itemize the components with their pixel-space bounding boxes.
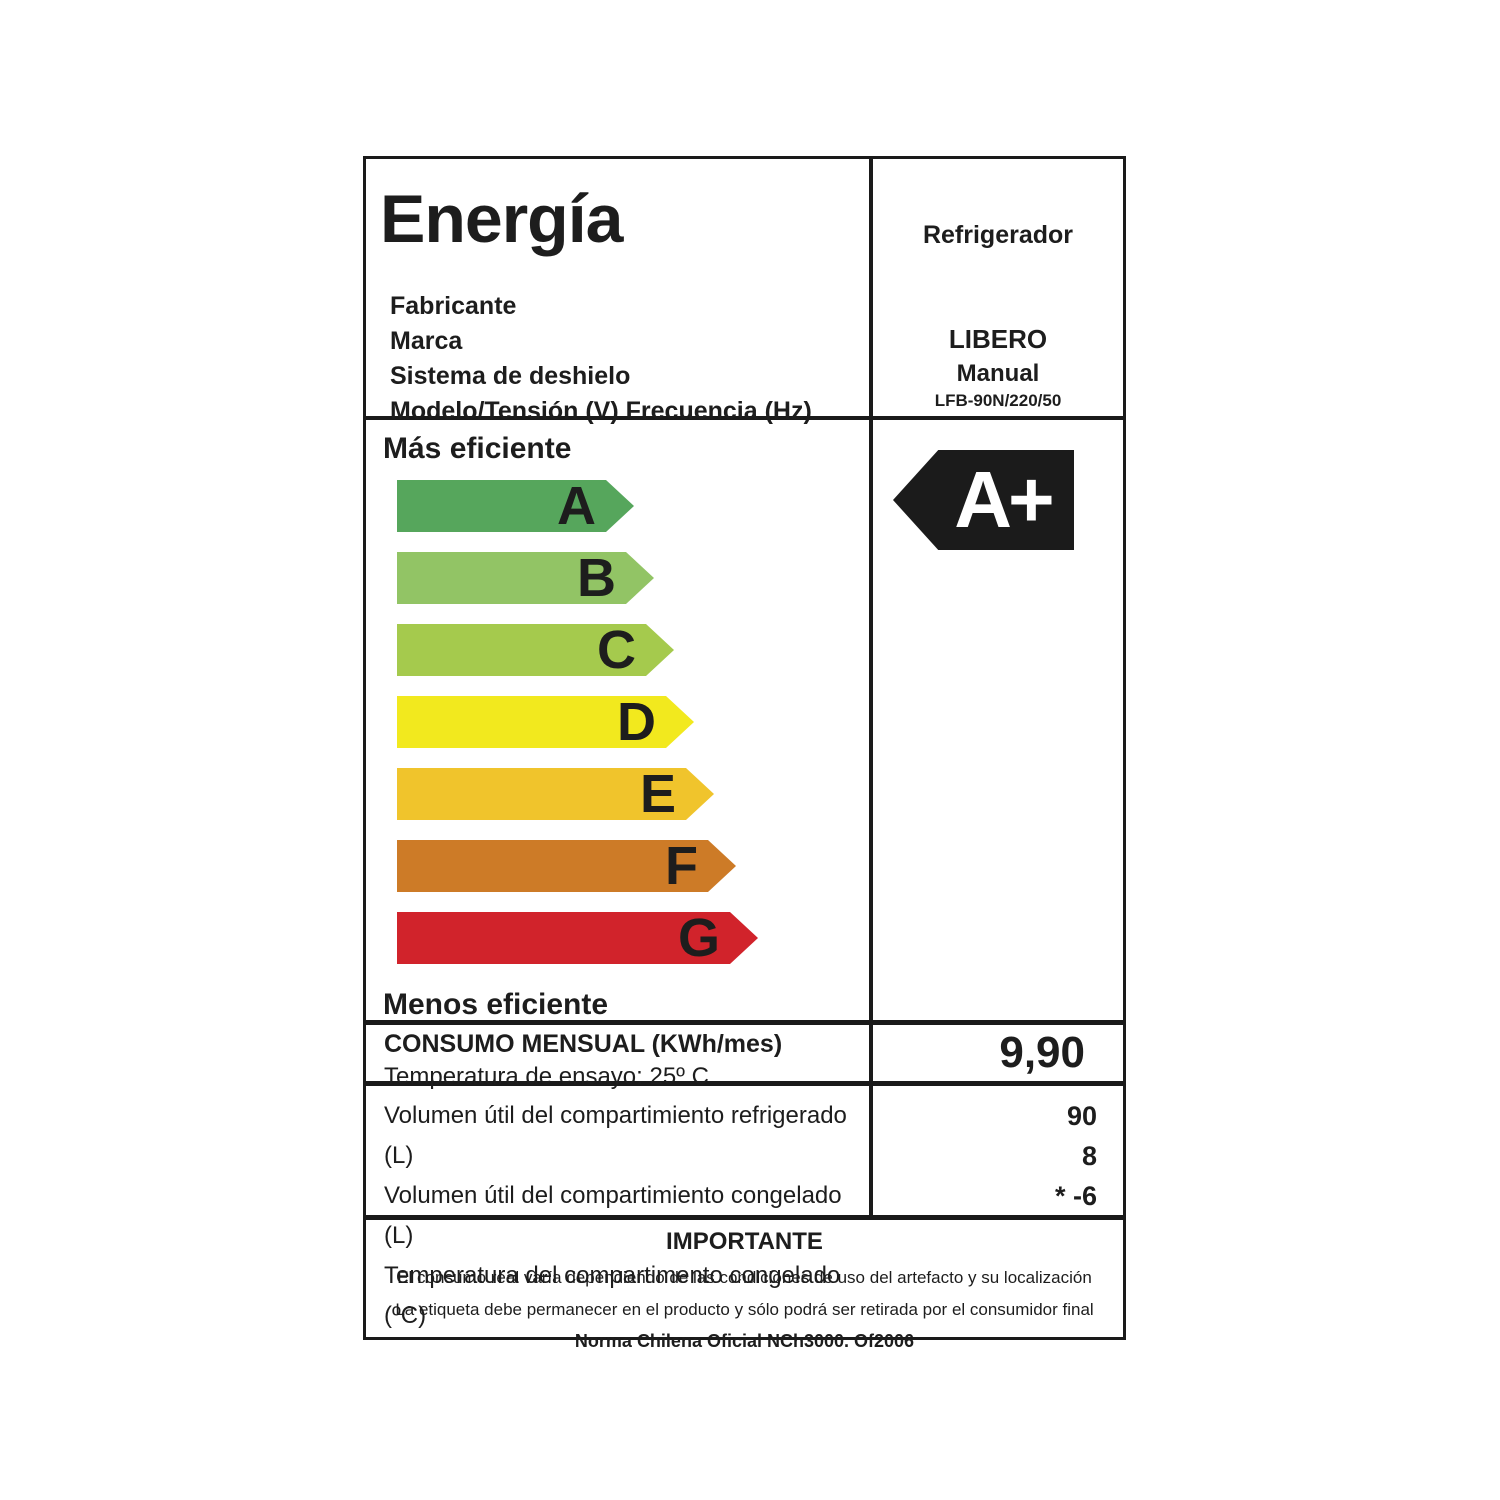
field-marca: Marca bbox=[390, 327, 463, 355]
efficiency-scale-section: Más eficiente A B C D E F G Menos eficie… bbox=[366, 420, 1123, 1025]
important-note-2: La etiqueta debe permanecer en el produc… bbox=[395, 1300, 1094, 1319]
consumption-section: CONSUMO MENSUAL (KWh/mes) Temperatura de… bbox=[366, 1025, 1123, 1090]
consumption-sub-label: Temperatura de ensayo: 25º C bbox=[384, 1063, 709, 1090]
efficiency-arrow-d: D bbox=[397, 696, 694, 748]
details-right: 90 8 * -6 bbox=[873, 1086, 1123, 1215]
efficiency-arrow-c: C bbox=[397, 624, 674, 676]
label-title: Energía bbox=[380, 181, 623, 257]
scale-right: A+ bbox=[873, 420, 1123, 1020]
header-left: Energía Fabricante Marca Sistema de desh… bbox=[366, 159, 873, 425]
detail-label-congelado: Volumen útil del compartimiento congelad… bbox=[384, 1182, 842, 1249]
model-value: LFB-90N/220/50 bbox=[934, 391, 1062, 410]
efficiency-arrow-e: E bbox=[397, 768, 714, 820]
details-section: Volumen útil del compartimiento refriger… bbox=[366, 1086, 1123, 1329]
consumption-right: 9,90 bbox=[873, 1025, 1123, 1081]
important-title: IMPORTANTE bbox=[666, 1228, 823, 1255]
rating-badge: A+ bbox=[893, 450, 1074, 550]
less-efficient-label: Menos eficiente bbox=[383, 988, 609, 1021]
consumption-label: CONSUMO MENSUAL (KWh/mes) bbox=[384, 1030, 783, 1058]
field-fabricante: Fabricante bbox=[390, 292, 517, 320]
header-section: Energía Fabricante Marca Sistema de desh… bbox=[366, 159, 1123, 425]
consumption-left: CONSUMO MENSUAL (KWh/mes) Temperatura de… bbox=[366, 1025, 873, 1090]
detail-label-refrigerado: Volumen útil del compartimiento refriger… bbox=[384, 1102, 847, 1169]
defrost-value: Manual bbox=[956, 360, 1040, 387]
consumption-value: 9,90 bbox=[999, 1028, 1085, 1077]
detail-value-refrigerado: 90 bbox=[1066, 1101, 1097, 1131]
product-type: Refrigerador bbox=[922, 221, 1074, 249]
header-fields: Fabricante Marca Sistema de deshielo Mod… bbox=[390, 289, 869, 429]
efficiency-arrow-b: B bbox=[397, 552, 654, 604]
energy-label: Energía Fabricante Marca Sistema de desh… bbox=[363, 156, 1126, 1351]
efficiency-arrow-g: G bbox=[397, 912, 758, 964]
detail-value-congelado: 8 bbox=[1081, 1141, 1097, 1171]
important-note-1: El consumo real varía dependiendo de las… bbox=[397, 1268, 1092, 1287]
brand-value: LIBERO bbox=[948, 324, 1048, 354]
header-right: Refrigerador LIBERO Manual LFB-90N/220/5… bbox=[873, 159, 1123, 416]
details-left: Volumen útil del compartimiento refriger… bbox=[366, 1086, 873, 1329]
efficiency-arrows: A B C D E F G bbox=[397, 480, 869, 964]
field-modelo: Modelo/Tensión (V) Frecuencia (Hz) bbox=[390, 397, 812, 425]
efficiency-arrow-f: F bbox=[397, 840, 736, 892]
detail-value-temperatura: * -6 bbox=[1054, 1181, 1097, 1211]
scale-left: Más eficiente A B C D E F G Menos eficie… bbox=[366, 420, 873, 1021]
rating-text: A+ bbox=[954, 455, 1054, 544]
field-deshielo: Sistema de deshielo bbox=[390, 362, 631, 390]
important-section: IMPORTANTE El consumo real varía dependi… bbox=[366, 1220, 1123, 1352]
more-efficient-label: Más eficiente bbox=[383, 432, 572, 465]
detail-label-temperatura: Temperatura del compartimento congelado … bbox=[384, 1262, 841, 1329]
efficiency-arrow-a: A bbox=[397, 480, 634, 532]
standard-reference: Norma Chilena Oficial NCh3000. Of2006 bbox=[574, 1331, 915, 1351]
